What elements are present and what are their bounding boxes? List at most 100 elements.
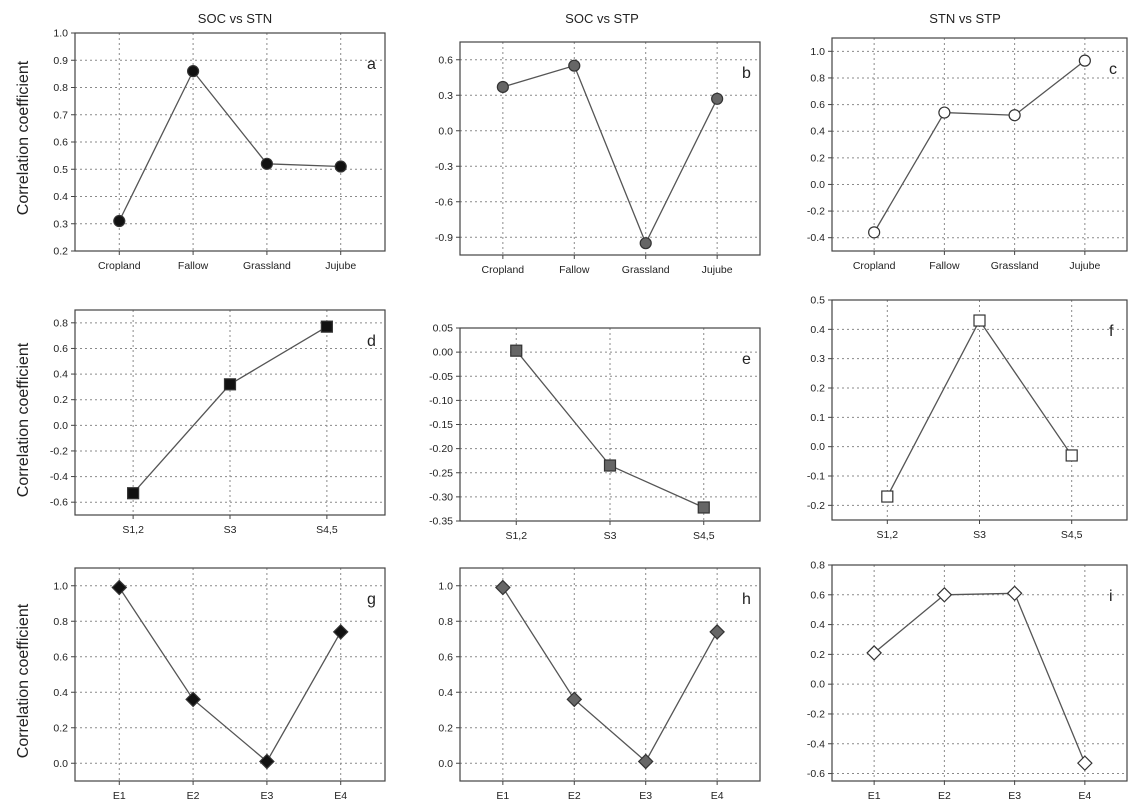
series-line xyxy=(502,64,718,245)
y-tick-label: 0.2 xyxy=(810,383,825,395)
x-tick-label: Jujube xyxy=(1069,260,1100,272)
data-point xyxy=(1008,109,1021,122)
data-point xyxy=(637,753,654,770)
y-tick-label: 0.0 xyxy=(810,679,825,691)
x-tick-label: E1 xyxy=(496,790,509,802)
data-point xyxy=(1077,755,1093,771)
y-tick-label: 0.2 xyxy=(53,246,68,258)
chart-panel-d: -0.6 -0.4 -0.2 0.0 0.2 0.4 0.6 0.8 S1,2 S3 S4,5 d xyxy=(50,309,386,536)
y-tick-label: 0.2 xyxy=(438,722,453,734)
series-line xyxy=(118,69,341,222)
y-tick-label: -0.6 xyxy=(807,768,825,780)
chart-panel-b: -0.9 -0.6 -0.3 0.0 0.3 0.6 Cropland Fallow Grass… xyxy=(435,41,761,276)
data-point xyxy=(127,487,140,500)
plot-frame xyxy=(74,567,386,782)
data-point xyxy=(332,624,349,640)
y-tick-label: 0.8 xyxy=(53,82,68,94)
x-tick-label: S3 xyxy=(224,524,237,536)
panel-label: f xyxy=(1109,323,1114,340)
x-tick-label: Cropland xyxy=(853,260,896,272)
y-tick-label: -0.30 xyxy=(429,491,453,503)
y-tick-label: 0.6 xyxy=(53,651,68,663)
plot-frame xyxy=(74,32,386,252)
y-tick-label: 0.6 xyxy=(53,137,68,149)
x-tick-label: Fallow xyxy=(178,260,209,272)
x-tick-label: E4 xyxy=(711,790,724,802)
x-tick-label: Cropland xyxy=(482,264,525,276)
column-title-2: SOC vs STP xyxy=(565,11,639,26)
data-point xyxy=(881,490,894,503)
data-point xyxy=(568,59,581,72)
data-point xyxy=(1006,585,1023,602)
y-tick-label: -0.1 xyxy=(807,471,825,483)
data-point xyxy=(938,106,951,119)
data-point xyxy=(697,501,710,514)
x-tick-label: Grassland xyxy=(622,264,670,276)
x-tick-label: Fallow xyxy=(559,264,590,276)
x-tick-label: E4 xyxy=(334,790,347,802)
data-point xyxy=(259,753,275,770)
plot-frame xyxy=(831,37,1128,252)
plot-frame xyxy=(831,564,1128,782)
x-tick-label: S1,2 xyxy=(877,529,899,541)
chart-panel-i: -0.6 -0.4 -0.2 0.0 0.2 0.4 0.6 0.8 E1 E2 E3 E4 i xyxy=(807,560,1128,802)
plot-frame xyxy=(459,327,761,522)
x-tick-label: E3 xyxy=(260,790,273,802)
x-tick-label: S4,5 xyxy=(316,524,338,536)
data-point xyxy=(603,459,617,472)
y-tick-label: 0.8 xyxy=(810,560,825,572)
y-tick-label: -0.4 xyxy=(807,738,825,750)
y-tick-label: -0.05 xyxy=(429,371,453,383)
data-point xyxy=(866,645,882,661)
plot-frame xyxy=(459,41,761,256)
y-tick-label: 0.8 xyxy=(810,72,825,84)
y-tick-label: 0.6 xyxy=(438,651,453,663)
y-tick-label: 0.2 xyxy=(53,394,68,406)
y-tick-label: 0.4 xyxy=(438,687,453,699)
panel-label: d xyxy=(367,333,376,350)
x-tick-label: Grassland xyxy=(243,260,291,272)
y-tick-label: 0.7 xyxy=(53,109,68,121)
data-point xyxy=(185,691,201,708)
y-tick-label: 0.6 xyxy=(53,343,68,355)
y-axis-label-row-1: Correlation coefficient xyxy=(15,60,32,215)
data-point xyxy=(260,157,274,170)
y-tick-label: -0.20 xyxy=(429,443,453,455)
x-tick-label: Jujube xyxy=(702,264,733,276)
data-point xyxy=(639,237,652,250)
panel-label: i xyxy=(1109,588,1113,605)
x-tick-label: E3 xyxy=(1008,790,1021,802)
y-axis-labels: Correlation coefficient Correlation coef… xyxy=(15,60,32,758)
y-tick-label: 0.1 xyxy=(810,412,825,424)
chart-panel-h: 0.0 0.2 0.4 0.6 0.8 1.0 E1 E2 E3 E4 h xyxy=(438,567,761,802)
y-tick-label: 0.8 xyxy=(53,317,68,329)
series-line xyxy=(118,587,342,763)
x-tick-label: S3 xyxy=(604,530,617,542)
y-tick-label: 0.3 xyxy=(53,218,68,230)
x-tick-label: E2 xyxy=(187,790,200,802)
x-tick-label: Cropland xyxy=(98,260,141,272)
chart-panel-g: 0.0 0.2 0.4 0.6 0.8 1.0 E1 E2 E3 E4 g xyxy=(53,567,386,802)
y-axis-label-row-2: Correlation coefficient xyxy=(15,342,32,497)
chart-panel-e: -0.35 -0.30 -0.25 -0.20 -0.15 -0.10 -0.05 0.00 0… xyxy=(429,323,761,542)
y-tick-label: -0.2 xyxy=(807,708,825,720)
x-tick-label: E2 xyxy=(938,790,951,802)
data-point xyxy=(1078,54,1091,67)
y-tick-label: 0.4 xyxy=(53,687,68,699)
column-title-3: STN vs STP xyxy=(929,11,1001,26)
panel-label: h xyxy=(742,591,751,608)
y-tick-label: -0.2 xyxy=(50,445,68,457)
y-tick-label: 0.00 xyxy=(433,347,454,359)
y-tick-label: 0.9 xyxy=(53,55,68,67)
data-point xyxy=(973,314,986,327)
data-point xyxy=(1065,449,1078,462)
y-tick-label: 0.0 xyxy=(810,441,825,453)
y-tick-label: 0.2 xyxy=(810,649,825,661)
y-tick-label: 0.4 xyxy=(53,191,68,203)
y-tick-label: 0.4 xyxy=(810,126,825,138)
plot-frame xyxy=(459,567,761,782)
y-tick-label: -0.4 xyxy=(807,232,825,244)
y-tick-label: 0.6 xyxy=(810,99,825,111)
chart-panel-c: -0.4 -0.2 0.0 0.2 0.4 0.6 0.8 1.0 Cropland Fallow… xyxy=(807,37,1128,272)
y-tick-label: 0.4 xyxy=(810,324,825,336)
